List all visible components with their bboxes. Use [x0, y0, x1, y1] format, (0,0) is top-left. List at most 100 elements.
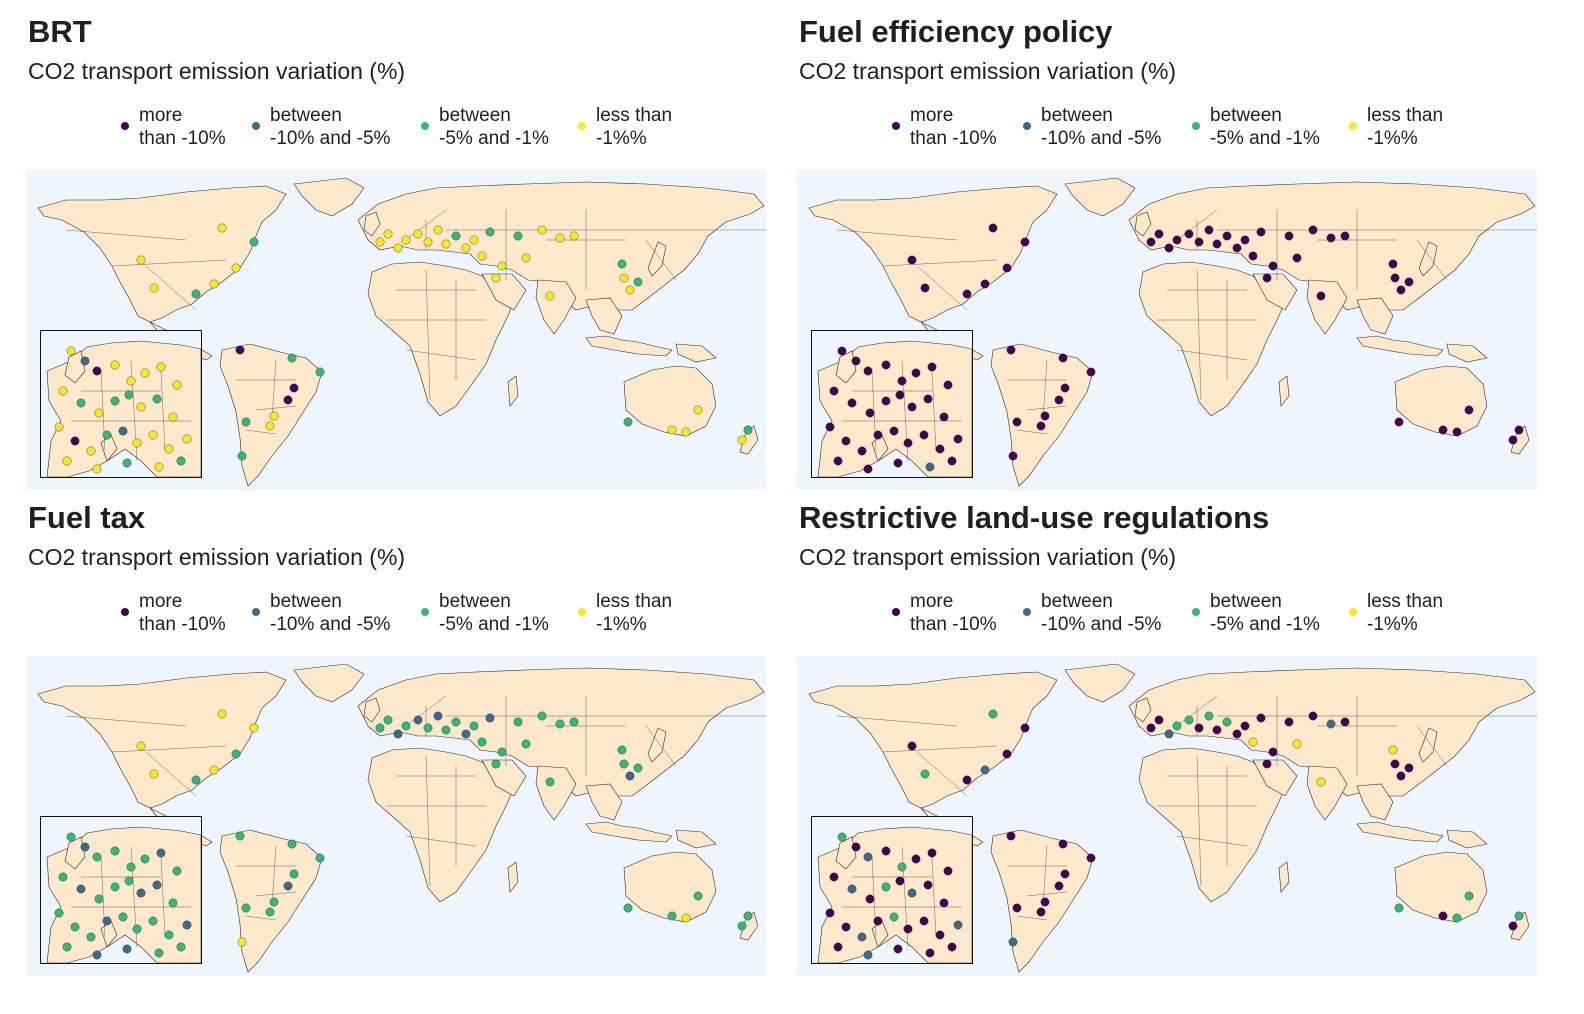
city-marker [1292, 739, 1302, 749]
city-marker [1054, 881, 1064, 891]
city-marker [58, 872, 68, 882]
europe-inset-map [811, 330, 973, 478]
city-marker [881, 360, 891, 370]
city-marker [619, 759, 629, 769]
city-marker [555, 233, 565, 243]
city-marker [1008, 451, 1018, 461]
city-marker [857, 446, 867, 456]
land-shape [1418, 727, 1438, 763]
city-marker [1394, 903, 1404, 913]
city-marker [847, 398, 857, 408]
legend-label: between -10% and -5% [1041, 105, 1162, 149]
land-shape [1306, 765, 1348, 821]
city-marker [149, 769, 159, 779]
legend-swatch [421, 608, 429, 616]
city-marker [693, 405, 703, 415]
land-shape [623, 851, 717, 923]
city-marker [841, 436, 851, 446]
city-marker [375, 723, 385, 733]
land-shape [357, 181, 765, 311]
city-marker [1240, 235, 1250, 245]
legend-label: more than -10% [910, 591, 997, 635]
land-shape [1128, 181, 1536, 311]
city-marker [148, 430, 158, 440]
country-border [271, 359, 277, 421]
panel-subtitle: CO2 transport emission variation (%) [28, 544, 406, 570]
city-marker [1222, 717, 1232, 727]
legend-swatch [252, 122, 260, 130]
city-marker [555, 719, 565, 729]
city-marker [619, 273, 629, 283]
city-marker [920, 283, 930, 293]
city-marker [1262, 273, 1272, 283]
land-shape [1138, 747, 1286, 903]
city-marker [66, 832, 76, 842]
country-border [111, 745, 227, 753]
country-border [255, 405, 297, 411]
land-shape [1356, 335, 1444, 357]
land-shape [647, 727, 667, 763]
city-marker [1326, 233, 1336, 243]
city-marker [907, 741, 917, 751]
city-marker [76, 884, 86, 894]
city-marker [1002, 263, 1012, 273]
city-marker [237, 451, 247, 461]
city-marker [743, 425, 753, 435]
country-border [882, 745, 998, 753]
land-shape [535, 765, 577, 821]
city-marker [962, 289, 972, 299]
legend-label: between -5% and -1% [1210, 105, 1320, 149]
panel-title: Restrictive land-use regulations [799, 500, 1270, 535]
legend-label: more than -10% [139, 591, 226, 635]
city-marker [1184, 229, 1194, 239]
land-shape [1446, 829, 1488, 849]
city-marker [315, 853, 325, 863]
panel-subtitle: CO2 transport emission variation (%) [799, 544, 1177, 570]
city-marker [1204, 711, 1214, 721]
city-marker [1262, 759, 1272, 769]
land-shape [623, 365, 717, 437]
land-shape [363, 211, 381, 237]
city-marker [545, 291, 555, 301]
legend-label: more than -10% [139, 105, 226, 149]
land-shape [1138, 261, 1286, 417]
city-marker [1232, 729, 1242, 739]
city-marker [191, 289, 201, 299]
country-border [1016, 915, 1048, 921]
city-marker [110, 396, 120, 406]
city-marker [241, 417, 251, 427]
city-marker [829, 386, 839, 396]
city-marker [1268, 747, 1278, 757]
country-border [405, 349, 477, 361]
land-shape [675, 343, 717, 363]
city-marker [837, 346, 847, 356]
city-marker [881, 882, 891, 892]
city-marker [191, 775, 201, 785]
country-border [931, 370, 937, 452]
city-marker [136, 402, 146, 412]
city-marker [513, 717, 523, 727]
legend-label: between -10% and -5% [270, 105, 391, 149]
legend-label: between -5% and -1% [439, 105, 549, 149]
panel-subtitle: CO2 transport emission variation (%) [28, 58, 406, 84]
city-marker [241, 903, 251, 913]
city-marker [1212, 239, 1222, 249]
land-shape [1252, 759, 1298, 797]
city-marker [1464, 405, 1474, 415]
land-shape [1394, 365, 1488, 437]
city-marker [1308, 711, 1318, 721]
country-border [245, 429, 277, 435]
city-marker [889, 426, 899, 436]
europe-inset-map [40, 816, 202, 964]
land-shape [585, 821, 673, 843]
city-marker [375, 237, 385, 247]
land-shape [1134, 211, 1152, 237]
city-marker [140, 368, 150, 378]
land-shape [739, 911, 759, 941]
city-marker [102, 430, 112, 440]
legend-swatch [578, 608, 586, 616]
city-marker [1388, 259, 1398, 269]
city-marker [920, 769, 930, 779]
city-marker [903, 924, 913, 934]
city-marker [383, 715, 393, 725]
